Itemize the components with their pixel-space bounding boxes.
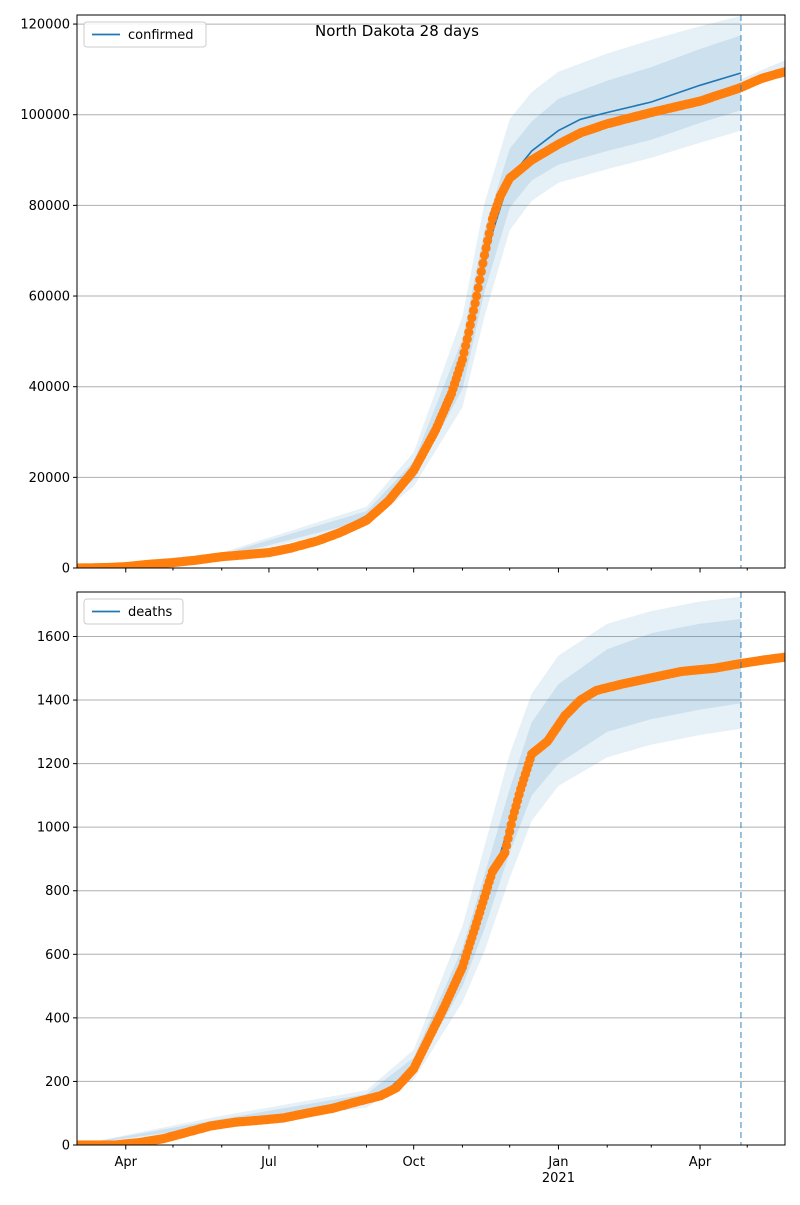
inner-uncertainty-band	[77, 35, 741, 568]
observed-point	[464, 327, 474, 337]
y-tick-label: 20000	[29, 471, 70, 486]
axes-frame	[76, 14, 786, 569]
y-tick-label: 1000	[37, 821, 70, 836]
y-tick-label: 1600	[37, 630, 70, 645]
inner-uncertainty-band	[77, 619, 741, 1145]
confirmed-panel: 0 20000 40000 60000 80000 100000 120000 confirm…	[20, 14, 786, 577]
x-year-label: 2021	[542, 1171, 575, 1186]
y-tick-label: 120000	[20, 18, 70, 33]
legend: deaths	[83, 598, 184, 625]
observed-point	[467, 313, 477, 323]
observed-series	[77, 652, 785, 1145]
observed-point	[505, 827, 515, 837]
y-tick-label: 800	[45, 884, 70, 899]
observed-point	[470, 298, 480, 308]
observed-point	[780, 67, 785, 77]
observed-point	[465, 320, 475, 330]
y-tick-label: 1200	[37, 757, 70, 772]
observed-point	[473, 283, 483, 293]
observed-point	[468, 305, 479, 316]
observed-point	[500, 848, 510, 858]
observed-point	[484, 228, 494, 239]
observed-point	[486, 221, 496, 231]
observed-point	[479, 250, 490, 260]
observed-point	[478, 258, 488, 268]
y-tick-label: 1400	[37, 694, 70, 709]
x-tick-label: Jan	[547, 1155, 568, 1170]
observed-point	[506, 820, 516, 830]
x-tick-label: Apr	[689, 1155, 712, 1170]
observed-point	[475, 275, 485, 285]
observed-point	[481, 243, 491, 253]
legend-label: deaths	[128, 605, 173, 620]
deaths-panel: 0 200 400 600 800 1000 1200 1400 1600 Apr Jul Oct Ja…	[37, 591, 786, 1186]
x-tick-label: Oct	[402, 1155, 424, 1170]
observed-point	[501, 841, 512, 851]
outer-uncertainty-band	[77, 15, 741, 568]
axes-frame	[76, 591, 786, 1146]
observed-point	[780, 652, 785, 662]
chart-title: North Dakota 28 days	[315, 22, 479, 40]
y-tick-label: 0	[62, 1139, 70, 1154]
plot-area	[77, 592, 785, 1145]
y-tick-label: 400	[45, 1011, 70, 1026]
y-tick-label: 60000	[29, 290, 70, 305]
y-tick-label: 80000	[29, 199, 70, 214]
observed-point	[476, 267, 486, 277]
y-tick-label: 0	[62, 562, 70, 577]
legend-label: confirmed	[128, 28, 194, 43]
observed-series	[77, 67, 785, 568]
y-tick-label: 40000	[29, 380, 70, 395]
x-tick-label: Apr	[115, 1155, 138, 1170]
y-tick-label: 100000	[20, 108, 70, 123]
outer-uncertainty-band	[77, 596, 741, 1145]
legend: confirmed	[83, 21, 207, 48]
legend-box	[83, 21, 207, 48]
observed-point	[483, 236, 493, 246]
x-tick-label: Jul	[260, 1155, 277, 1170]
y-tick-label: 600	[45, 948, 70, 963]
plot-area	[77, 15, 785, 568]
observed-point	[472, 291, 482, 301]
observed-point	[503, 834, 513, 844]
y-tick-label: 200	[45, 1075, 70, 1090]
legend-box	[83, 598, 184, 625]
